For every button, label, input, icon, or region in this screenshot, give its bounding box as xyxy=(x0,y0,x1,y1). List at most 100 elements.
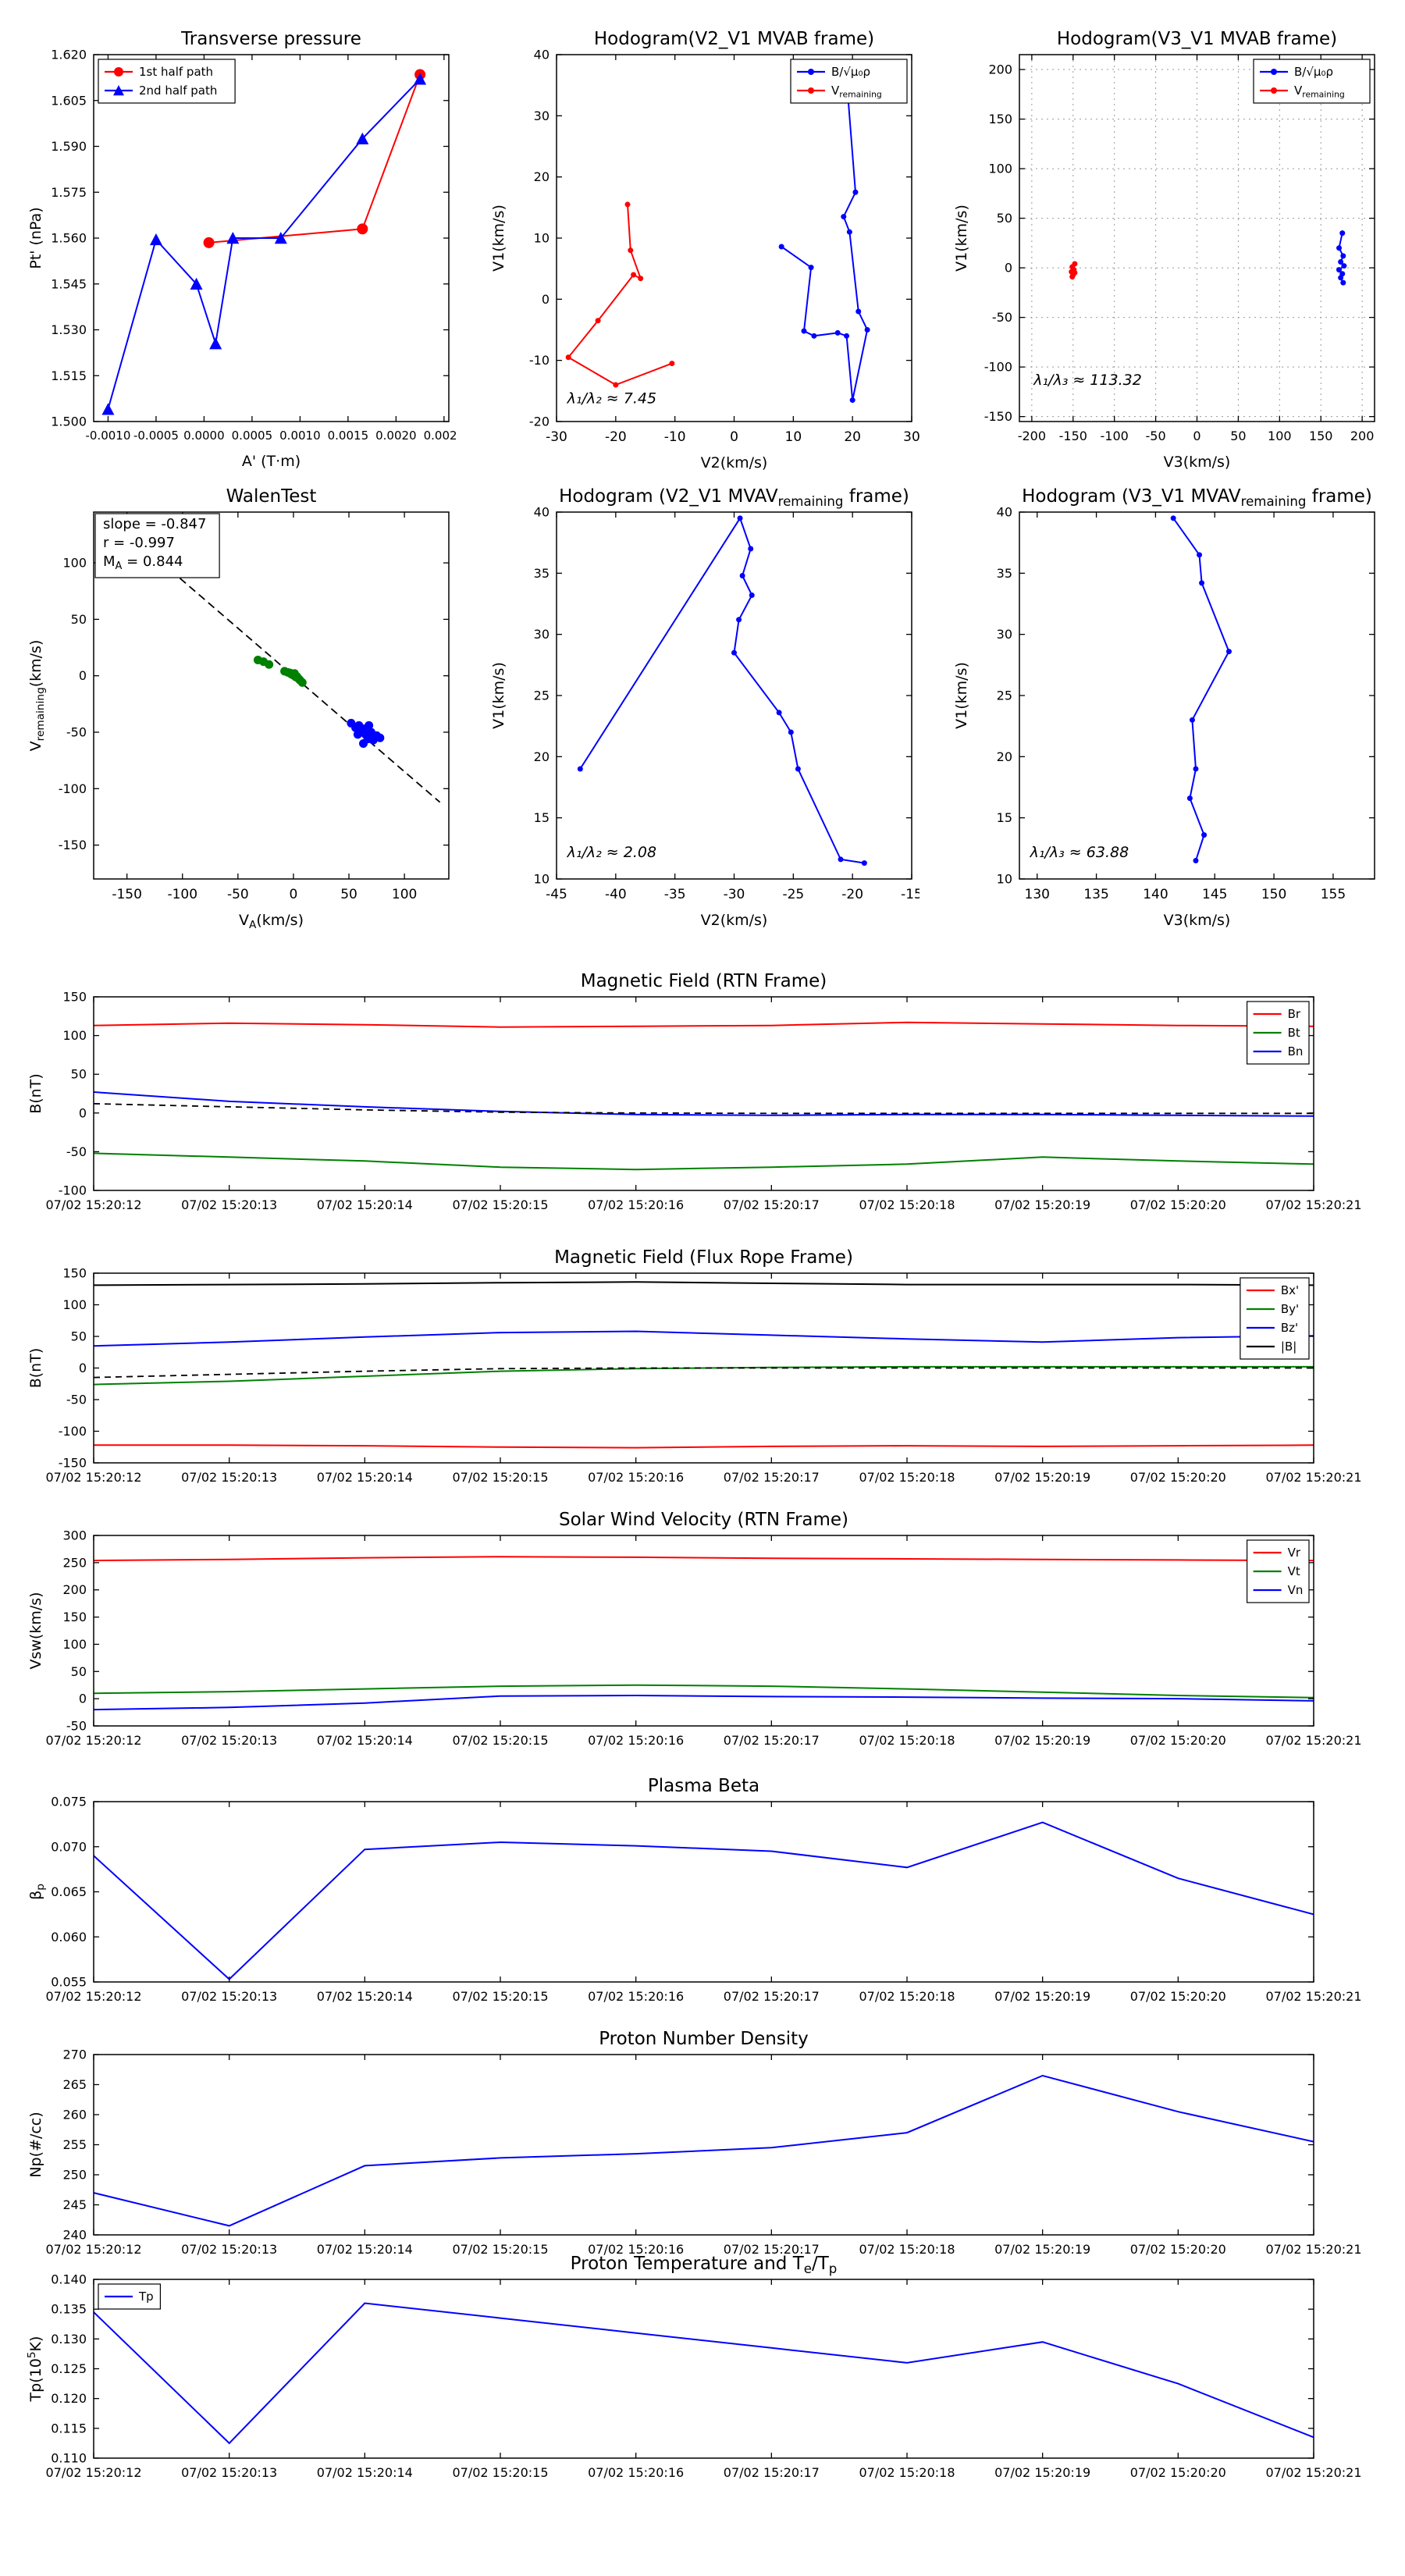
svg-text:-50: -50 xyxy=(992,310,1012,325)
svg-text:-150: -150 xyxy=(984,409,1012,424)
svg-text:-50: -50 xyxy=(66,1393,87,1407)
svg-text:0.140: 0.140 xyxy=(51,2272,87,2287)
legend: Br Bt Bn xyxy=(1246,1001,1310,1065)
tick-marks xyxy=(94,54,449,422)
svg-text:-35: -35 xyxy=(664,887,686,902)
svg-text:255: 255 xyxy=(62,2137,87,2152)
svg-text:07/02 15:20:21: 07/02 15:20:21 xyxy=(1265,1733,1361,1748)
svg-text:-50: -50 xyxy=(66,1144,87,1159)
tick-marks xyxy=(93,1535,1314,1727)
series-markers-1 xyxy=(565,201,675,388)
svg-text:250: 250 xyxy=(62,2168,87,2183)
tick-marks xyxy=(556,511,912,880)
series-line-0 xyxy=(94,2302,1314,2445)
legend: 1st half path 2nd half path xyxy=(98,59,236,104)
y-axis-label: Tp(105​K) xyxy=(26,2336,44,2403)
svg-text:07/02 15:20:18: 07/02 15:20:18 xyxy=(859,1470,955,1485)
x-tick-labels: 130 135 140 145 150 155 xyxy=(1025,887,1346,902)
y-tick-labels: 240 245 250 255 260 265 270 xyxy=(62,2048,87,2243)
svg-text:10: 10 xyxy=(785,429,802,445)
svg-text:-0.0010: -0.0010 xyxy=(85,429,130,443)
svg-text:100: 100 xyxy=(392,887,417,902)
svg-text:07/02 15:20:20: 07/02 15:20:20 xyxy=(1130,2465,1226,2480)
y-tick-labels: 10 15 20 25 30 35 40 xyxy=(534,505,550,887)
svg-text:1.620: 1.620 xyxy=(51,48,87,62)
y-tick-labels: -20 -10 0 10 20 30 40 xyxy=(529,48,550,429)
axes-background xyxy=(94,997,1314,1190)
svg-text:-100: -100 xyxy=(1101,429,1129,443)
tick-marks xyxy=(93,2279,1314,2459)
tick-marks xyxy=(556,54,912,422)
svg-text:-10: -10 xyxy=(529,353,550,368)
svg-text:0.120: 0.120 xyxy=(51,2391,87,2406)
x-axis-label: A' (T·m) xyxy=(242,453,301,470)
svg-text:-100: -100 xyxy=(59,1183,87,1198)
x-tick-labels: 07/02 15:20:12 07/02 15:20:13 07/02 15:20:… xyxy=(45,1470,1361,1485)
chart-hodogram-v2v1-mvab: -30 -20 -10 0 10 20 30-20-10010203040Hodogram(… xyxy=(490,29,919,471)
svg-text:0: 0 xyxy=(79,668,87,683)
svg-text:100: 100 xyxy=(62,1028,87,1043)
svg-text:300: 300 xyxy=(62,1528,87,1543)
svg-text:0.0005: 0.0005 xyxy=(232,429,273,443)
x-tick-labels: -200 -150 -100 -50 0 50 100 150 200 xyxy=(1018,429,1375,443)
legend: Vr Vt Vn xyxy=(1246,1539,1310,1603)
svg-text:100: 100 xyxy=(62,1297,87,1312)
x-axis-label: V2(km/s) xyxy=(701,912,768,929)
svg-text:100: 100 xyxy=(62,1637,87,1652)
series-line-4 xyxy=(94,1367,1314,1379)
grid-lines xyxy=(1019,55,1375,422)
tick-marks xyxy=(1019,55,1375,422)
svg-text:07/02 15:20:18: 07/02 15:20:18 xyxy=(859,1197,955,1212)
svg-text:150: 150 xyxy=(1309,429,1333,443)
svg-text:-40: -40 xyxy=(605,887,627,902)
svg-text:-45: -45 xyxy=(546,887,567,902)
svg-text:145: 145 xyxy=(1202,887,1227,902)
series-line-1 xyxy=(94,1365,1314,1386)
chart-plasma-beta: 07/02 15:20:12 07/02 15:20:13 07/02 15:20:… xyxy=(27,1776,1362,2004)
svg-text:07/02 15:20:12: 07/02 15:20:12 xyxy=(45,2465,141,2480)
svg-text:10: 10 xyxy=(534,231,550,246)
tick-marks xyxy=(93,2054,1314,2236)
series-line-1 xyxy=(107,78,421,410)
legend-label: Bt xyxy=(1288,1026,1300,1040)
panel-solar-wind-velocity: 07/02 15:20:12 07/02 15:20:13 07/02 15:20:… xyxy=(8,1504,1397,1761)
svg-text:1.590: 1.590 xyxy=(51,139,87,154)
series-markers-1 xyxy=(1069,261,1078,280)
svg-text:07/02 15:20:21: 07/02 15:20:21 xyxy=(1265,2242,1361,2257)
legend-label: Vremaining​ xyxy=(1294,84,1345,99)
svg-text:-50: -50 xyxy=(66,1719,87,1734)
svg-text:-20: -20 xyxy=(529,415,550,429)
svg-text:07/02 15:20:16: 07/02 15:20:16 xyxy=(588,1989,684,2004)
svg-text:07/02 15:20:13: 07/02 15:20:13 xyxy=(181,1733,277,1748)
svg-text:35: 35 xyxy=(534,566,550,581)
lambda-annotation: λ₁/λ₂ ≈ 7.45 xyxy=(567,390,656,407)
legend-label: By' xyxy=(1281,1302,1299,1316)
svg-text:260: 260 xyxy=(62,2108,87,2122)
lambda-annotation: λ₁/λ₂ ≈ 2.08 xyxy=(567,844,656,861)
stats-box xyxy=(94,513,220,578)
svg-text:07/02 15:20:16: 07/02 15:20:16 xyxy=(588,1197,684,1212)
panel-hodogram-v2v1-mvav: -45 -40 -35 -30 -25 -20 -15 10 15 20 25 30 35 40 Hodog… xyxy=(475,477,919,930)
x-axis-label: V2(km/s) xyxy=(701,454,768,471)
chart-hodogram-v3v1-mvab: -200 -150 -100 -50 0 50 100 150 200 -150 -100 -50 0 5… xyxy=(953,29,1375,471)
svg-text:0: 0 xyxy=(290,887,298,902)
svg-text:1.575: 1.575 xyxy=(51,185,87,200)
series-markers-0 xyxy=(203,69,426,248)
chart-mag-rtn: 07/02 15:20:12 07/02 15:20:13 07/02 15:20:… xyxy=(27,971,1362,1212)
series-line-1 xyxy=(94,1684,1314,1699)
svg-text:07/02 15:20:12: 07/02 15:20:12 xyxy=(45,1733,141,1748)
svg-text:0.0020: 0.0020 xyxy=(375,429,417,443)
x-tick-labels: 07/02 15:20:12 07/02 15:20:13 07/02 15:20:… xyxy=(45,1197,1361,1212)
x-axis-label: V3(km/s) xyxy=(1164,912,1231,929)
legend-label: Vn xyxy=(1288,1583,1304,1597)
legend-label: Tp xyxy=(138,2290,154,2304)
svg-text:07/02 15:20:19: 07/02 15:20:19 xyxy=(994,2242,1090,2257)
svg-text:150: 150 xyxy=(988,112,1012,126)
series-line-2 xyxy=(94,1330,1314,1347)
series-line-0 xyxy=(94,1444,1314,1449)
svg-text:07/02 15:20:13: 07/02 15:20:13 xyxy=(181,1470,277,1485)
svg-text:1.530: 1.530 xyxy=(51,322,87,337)
chart-title: Hodogram(V2_V1 MVAB frame) xyxy=(594,29,874,49)
svg-text:20: 20 xyxy=(534,169,550,184)
